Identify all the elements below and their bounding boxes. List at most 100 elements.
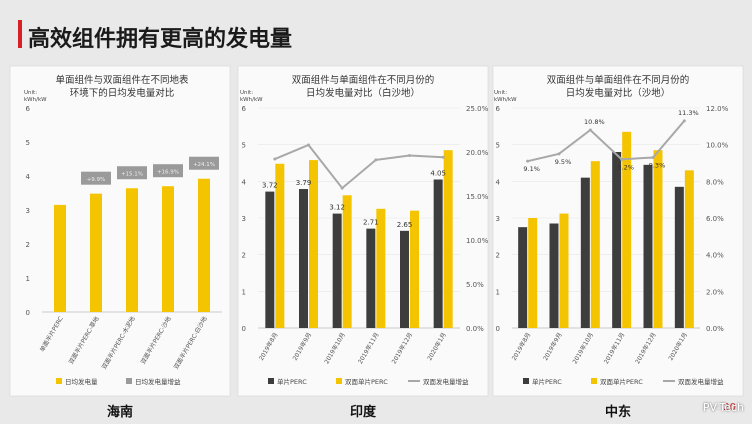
line-value-label: 9.2% [617,163,634,171]
bar [400,230,409,328]
legend-label: 双面单片PERC [345,377,388,386]
region-label: 印度 [350,404,377,420]
y-tick-label: 6 [26,105,31,113]
bar [410,210,419,328]
bar [684,170,694,328]
bar [443,150,453,328]
line-value-label: 11.3% [678,109,699,117]
unit-label: Unit: [240,90,253,96]
bar [559,213,569,328]
bar [90,193,102,312]
bar-value-label: 3.72 [262,182,278,190]
page-title: 高效组件拥有更高的发电量 [28,26,292,52]
gain-point [682,119,686,123]
bar [299,189,308,328]
y-tick-label: 3 [242,215,246,223]
y2-tick-label: 5.0% [466,281,484,289]
gain-point [374,158,378,162]
bar-value-label: 2.71 [363,219,379,227]
line-value-label: 9.5% [555,158,572,166]
legend-swatch [126,378,132,384]
legend-swatch [268,378,274,384]
bar [518,227,528,328]
gain-point [557,152,561,156]
watermark: PV-Tech [702,401,744,414]
chart-panel-1 [9,65,231,397]
legend-swatch [56,378,62,384]
bar [612,152,622,328]
chart-title: 双面组件与单面组件在不同月份的 [547,74,690,86]
y-tick-label: 1 [242,288,246,296]
unit-label: Unit: [494,90,507,96]
legend-swatch [336,378,342,384]
legend-label: 双面单片PERC [600,377,643,386]
y-tick-label: 2 [242,252,246,260]
bar [198,178,210,312]
y-tick-label: 5 [242,142,246,150]
bar [376,208,386,328]
line-value-label: 10.8% [584,118,605,126]
gain-point [273,157,277,161]
chart-title: 环境下的日均发电量对比 [70,87,175,99]
gain-box [189,156,219,170]
y2-tick-label: 0.0% [706,325,724,333]
legend-label: 单片PERC [277,377,307,386]
bar [622,131,632,328]
y2-tick-label: 0.0% [466,325,484,333]
bar [643,164,653,328]
unit-label: Unit: [24,90,37,96]
y-tick-label: 2 [496,252,500,260]
y-tick-label: 1 [496,288,500,296]
bar [275,163,285,328]
chart-title: 单面组件与双面组件在不同地表 [55,74,189,86]
chart-title: 日均发电量对比（沙地） [566,87,671,99]
bar [549,223,559,328]
gain-point [526,159,530,163]
y2-tick-label: 20.0% [466,149,489,157]
y2-tick-label: 12.0% [706,105,729,113]
y-tick-label: 3 [26,207,30,215]
gain-point [588,128,592,132]
gain-line [527,120,686,163]
bar [433,179,443,328]
bar [674,186,684,328]
bar [265,191,275,328]
y-tick-label: 5 [26,139,30,147]
y-tick-label: 4 [496,178,501,186]
gain-label: +9.9% [87,177,106,183]
y2-tick-label: 4.0% [706,252,724,260]
y-tick-label: 4 [242,178,247,186]
gain-box [81,171,111,185]
gain-box [153,164,183,178]
gain-line [274,143,444,190]
gain-point [620,157,624,161]
y2-tick-label: 6.0% [706,215,724,223]
legend-swatch [591,378,597,384]
unit-label: kWh/kW [24,97,47,103]
gain-point [307,143,310,147]
bar [653,150,663,328]
bar-value-label: 2.65 [397,221,413,229]
y-tick-label: 0 [26,309,30,317]
gain-point [340,186,344,190]
bar [309,160,318,328]
y-tick-label: 4 [26,173,31,181]
bar [54,204,66,312]
region-label: 海南 [107,404,133,420]
legend-label: 双面发电量增益 [678,377,724,386]
line-value-label: 9.1% [523,165,540,173]
y2-tick-label: 10.0% [706,142,729,150]
y-tick-label: 6 [242,105,247,113]
bar-value-label: 4.05 [430,170,446,178]
gain-label: +16.9% [157,170,179,176]
gain-point [441,155,445,159]
region-label: 中东 [605,404,631,420]
bar-value-label: 3.12 [329,204,345,212]
y-tick-label: 2 [26,241,30,249]
gain-point [408,154,411,158]
unit-label: kWh/kW [240,97,263,103]
bar [528,218,538,328]
bar [580,177,590,328]
